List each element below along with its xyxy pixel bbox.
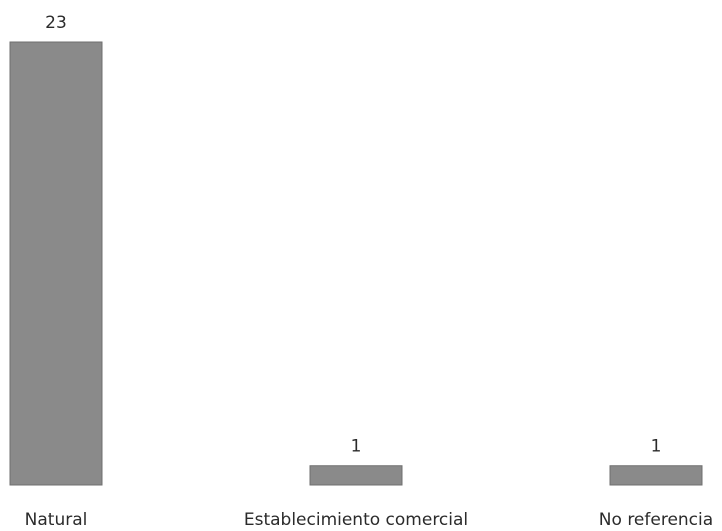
data-label-0: 23 [45, 13, 67, 33]
bars-layer [9, 41, 703, 486]
bar-2 [609, 465, 703, 486]
bar-1 [309, 465, 403, 486]
category-label-0: Natural [25, 510, 88, 530]
data-labels-layer: 23 1 1 [45, 13, 661, 457]
category-label-2: No referencia [599, 510, 713, 530]
category-label-1: Establecimiento comercial [244, 510, 468, 530]
bar-0 [9, 41, 103, 486]
data-label-2: 1 [651, 437, 662, 457]
data-label-1: 1 [351, 437, 362, 457]
category-axis-labels: Natural Establecimiento comercial No refer… [25, 510, 714, 530]
